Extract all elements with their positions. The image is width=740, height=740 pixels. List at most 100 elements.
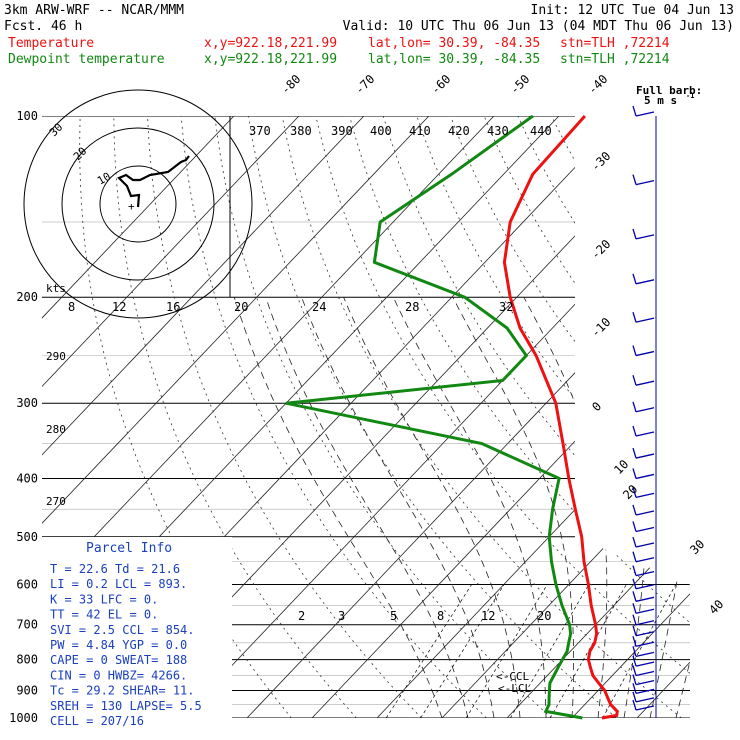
wind-barb [635,542,655,548]
dry-adiabat-line [79,116,292,718]
barb-legend-unit: 5 m s [644,94,677,107]
isotherm-line [311,116,690,718]
wind-barb [635,661,655,667]
theta-label: 370 [249,124,271,138]
forecast-hour: Fcst. 46 h [4,19,82,34]
theta-label: 410 [409,124,431,138]
mixing-ratio-label: 12 [481,609,495,623]
wind-barb-flag [632,105,637,117]
isotherm-label: -30 [588,149,613,174]
parcel-info-row: K = 33 LFC = 0. [50,592,158,606]
wind-barb [635,631,655,637]
wind-barb [635,492,655,498]
wind-barb [635,279,655,285]
theta-label: 430 [487,124,509,138]
mixing-ratio-line [549,584,627,718]
isotherm-line [42,116,495,718]
wind-barb [635,317,655,323]
hodograph-speed-label: 24 [312,300,326,314]
wind-barb [635,407,655,413]
dewpoint-latlon: lat,lon= 30.39, -84.35 [368,52,540,67]
theta-side-label: 280 [46,423,66,436]
isotherm-line [441,116,690,718]
theta-label: 390 [331,124,353,138]
pressure-tick-label: 900 [16,683,38,697]
wind-barb [635,111,655,117]
parcel-info-row: CAPE = 0 SWEAT= 188 [50,653,187,667]
theta-label: 440 [530,124,552,138]
wind-barb-flag [632,625,637,636]
pressure-tick-label: 700 [16,618,38,632]
moist-adiabat-line [649,297,690,718]
wind-barb [635,234,655,240]
wind-barb-flag [632,636,637,647]
wind-barb-flag [632,174,637,185]
moist-adiabat-line [392,297,547,718]
parcel-info-row: SVI = 2.5 CCL = 854. [50,623,195,637]
dry-adiabat-line [652,116,690,718]
barb-legend-title: Full barb: [636,84,702,97]
parcel-info-background [42,537,232,723]
wind-barb-flag [632,401,637,412]
pressure-tick-label: 600 [16,577,38,591]
moist-adiabat-line [675,297,690,718]
dry-adiabat-line [720,116,740,718]
pressure-tick-label: 400 [16,471,38,485]
temperature-xy: x,y=922.18,221.99 [204,36,337,51]
mixing-ratio-line [385,584,472,718]
isotherm-line [42,116,300,718]
wind-barb-flag [632,468,637,479]
isotherm-label: -10 [588,315,613,340]
wind-barb [635,557,655,563]
wind-barb-flag [632,565,637,576]
wind-barbs [632,105,657,718]
hodograph: 10 20 30 + [23,89,253,319]
mixing-ratio-label: 20 [537,609,551,623]
wind-barb [635,526,655,533]
dry-adiabat-line [685,116,690,718]
theta-label: 420 [448,124,470,138]
parcel-info-panel: Parcel Info T = 22.6 Td = 21.6LI = 0.2 L… [42,537,232,728]
valid-time: Valid: 10 UTC Thu 06 Jun 13 (04 MDT Thu … [343,19,734,34]
temperature-station: stn=TLH ,72214 [560,36,670,51]
dewpoint-profile-line [285,114,583,720]
parcel-info-row: T = 22.6 Td = 21.6 [50,562,180,576]
isotherm-label: -50 [507,72,532,97]
wind-barb [635,697,655,703]
temperature-latlon: lat,lon= 30.39, -84.35 [368,36,540,51]
wind-barb-flag [632,578,637,589]
wind-barb-flag [632,591,637,602]
dewpoint-legend: Dewpoint temperature [8,52,165,67]
wind-barb-flag [632,375,637,386]
pressure-tick-label: 800 [16,653,38,667]
pressure-tick-label: 300 [16,396,38,410]
wind-barb [635,596,655,602]
parcel-info-row: TT = 42 EL = 0. [50,608,158,622]
isotherm-label: -70 [352,72,377,97]
isotherm-line [702,116,740,718]
dry-adiabat-line [584,116,690,718]
parcel-info-row: LI = 0.2 LCL = 893. [50,577,187,591]
mixing-ratio-label: 2 [298,609,305,623]
wind-barb-flag [632,228,637,240]
wind-barb-flag [632,504,637,516]
theta-label: 400 [370,124,392,138]
isotherm-label: -60 [428,72,453,97]
wind-barb [635,670,655,677]
isotherm-label: 40 [706,597,726,617]
hodograph-ring [23,89,253,319]
dry-adiabat-line [147,116,422,718]
mixing-ratio-line [420,584,505,718]
header: 3km ARW-WRF -- NCAR/MMM Init: 12 UTC Tue… [4,3,734,107]
hodograph-unit-label: kts [46,282,66,295]
hodograph-speed-label: 16 [166,300,180,314]
mixing-ratio-label: 3 [338,609,345,623]
wind-barb [635,620,655,626]
wind-barb-flag [632,536,637,548]
wind-barb [635,641,655,647]
wind-barb-flag [632,646,637,657]
hodograph-ring [99,165,177,243]
wind-barb [635,688,655,694]
moist-adiabat-line [265,297,469,718]
wind-barb-flag [632,551,637,562]
